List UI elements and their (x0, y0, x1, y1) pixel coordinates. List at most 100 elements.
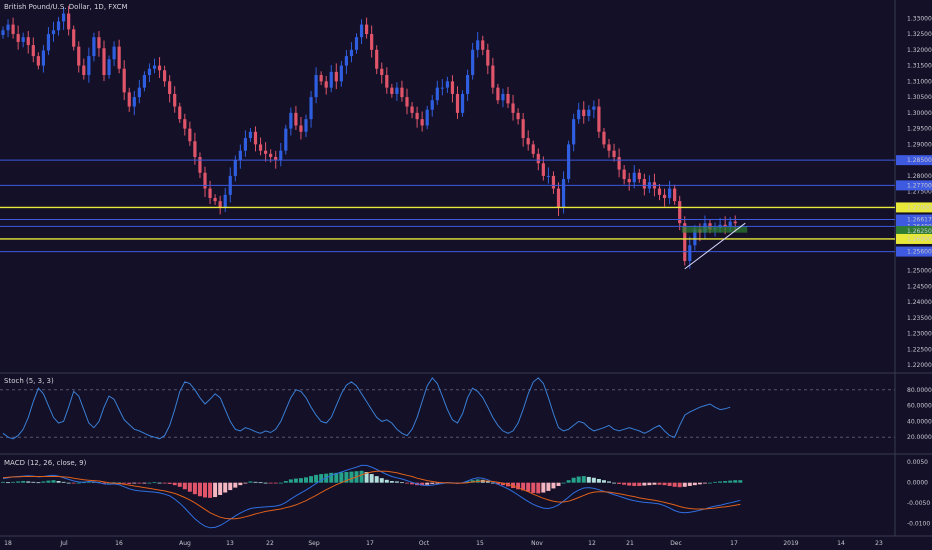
macd-histogram-bar (288, 479, 293, 483)
macd-histogram-bar (591, 477, 596, 483)
candle-body (602, 131, 606, 145)
candle-body (294, 112, 298, 126)
macd-histogram-bar (339, 472, 344, 483)
price-level-tag (896, 246, 932, 257)
candle-body (385, 75, 389, 88)
candle-body (642, 179, 646, 189)
macd-tick-label: -0.0050 (907, 500, 930, 507)
price-tick-label: 1.32500 (907, 31, 932, 38)
candle-body (11, 24, 15, 35)
candle-body (102, 48, 106, 76)
candle-body (733, 221, 737, 224)
macd-histogram-bar (16, 481, 21, 483)
candle-body (203, 172, 207, 189)
stoch-panel[interactable] (0, 377, 895, 440)
time-tick-label: 16 (115, 540, 123, 547)
macd-histogram-bar (465, 481, 470, 483)
macd-tick-label: 0.0050 (907, 459, 928, 466)
price-level-label: 1.28500 (907, 157, 932, 164)
stoch-title: Stoch (5, 3, 3) (4, 377, 54, 385)
macd-histogram-bar (283, 481, 288, 483)
macd-histogram-bar (66, 482, 71, 484)
macd-histogram-bar (31, 481, 36, 483)
candle-body (668, 188, 672, 198)
macd-histogram-bar (46, 480, 51, 483)
macd-histogram-bar (596, 478, 601, 483)
candle-body (31, 45, 35, 57)
macd-histogram-bar (61, 481, 66, 483)
macd-histogram-bar (172, 482, 177, 486)
macd-histogram-bar (632, 482, 637, 486)
candle-body (198, 156, 202, 173)
macd-histogram-bar (389, 481, 394, 483)
candle-body (541, 163, 545, 176)
macd-histogram-bar (41, 481, 46, 483)
macd-histogram-bar (622, 482, 627, 485)
price-tick-label: 1.28000 (907, 173, 932, 180)
macd-histogram-bar (526, 482, 531, 492)
candle-body (657, 188, 662, 195)
macd-histogram-bar (253, 481, 258, 483)
candle-body (6, 24, 10, 31)
macd-histogram-bar (182, 482, 187, 490)
candle-body (97, 37, 101, 49)
price-tick-label: 1.31500 (907, 63, 932, 70)
candle-body (339, 65, 343, 82)
macd-histogram-bar (410, 482, 415, 485)
candle-body (400, 87, 404, 98)
candle-body (16, 34, 20, 42)
macd-histogram-bar (359, 470, 364, 483)
macd-histogram-bar (137, 482, 142, 484)
price-panel[interactable] (0, 5, 895, 270)
macd-panel[interactable] (1, 464, 743, 529)
price-tick-label: 1.24500 (907, 283, 932, 290)
price-level-label: 1.26617 (907, 217, 932, 224)
candle-body (435, 87, 439, 101)
candle-body (380, 68, 384, 76)
candle-body (632, 172, 636, 183)
candle-body (546, 175, 550, 177)
candle-body (107, 59, 111, 76)
macd-histogram-bar (511, 482, 516, 489)
candle-body (450, 81, 455, 94)
macd-histogram-bar (379, 478, 384, 483)
candle-body (334, 71, 338, 82)
candle-body (233, 160, 237, 176)
macd-histogram-bar (278, 482, 283, 484)
price-tick-label: 1.23500 (907, 315, 932, 322)
candle-body (511, 103, 515, 113)
price-tick-label: 1.33000 (907, 15, 932, 22)
candle-body (46, 34, 51, 51)
time-tick-label: 14 (837, 540, 845, 547)
time-tick-label: Aug (179, 540, 191, 547)
candle-body (188, 128, 192, 142)
candle-body (359, 24, 364, 38)
price-tick-label: 1.25000 (907, 267, 932, 274)
macd-histogram-bar (728, 480, 733, 483)
macd-histogram-bar (652, 482, 657, 485)
macd-histogram-bar (71, 482, 76, 484)
macd-histogram-bar (1, 481, 5, 483)
macd-histogram-bar (364, 472, 369, 483)
macd-tick-label: -0.0100 (907, 521, 930, 528)
macd-histogram-bar (607, 481, 611, 483)
macd-histogram-bar (167, 482, 172, 484)
price-axis[interactable]: 1.33000 1.32500 1.32000 1.31500 1.31000 1.305… (896, 15, 932, 528)
candle-body (163, 70, 167, 82)
candle-body (223, 194, 227, 208)
price-level-tag (896, 180, 932, 191)
candle-body (274, 156, 278, 161)
macd-histogram-bar (329, 472, 334, 483)
candle-body (683, 223, 687, 262)
candle-body (349, 49, 354, 57)
macd-histogram-bar (571, 477, 576, 483)
candle-body (193, 141, 197, 157)
candle-body (72, 29, 76, 47)
candle-body (344, 56, 348, 66)
candle-body (82, 65, 86, 76)
time-tick-label: 17 (730, 540, 738, 547)
candle-body (56, 21, 61, 31)
candle-body (587, 109, 591, 117)
time-axis[interactable]: 18 Jul 16 Aug 13 22 Sep 17 Oct 15 Nov 12 21 Dec 17 2019… (4, 540, 883, 547)
